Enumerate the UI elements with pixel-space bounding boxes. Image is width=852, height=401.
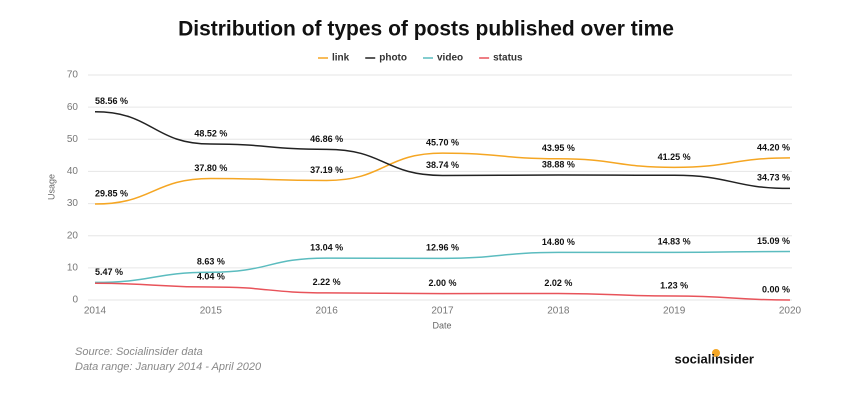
- data-label: 14.80 %: [542, 237, 575, 247]
- data-label: 2.22 %: [313, 277, 341, 287]
- x-tick-label: 2018: [547, 306, 570, 317]
- data-label: 58.56 %: [95, 96, 128, 106]
- data-label: 38.74 %: [426, 160, 459, 170]
- data-label: 15.09 %: [757, 236, 790, 246]
- data-label: 41.25 %: [658, 152, 691, 162]
- data-label: 37.80 %: [194, 163, 227, 173]
- source-note: Source: Socialinsider data: [75, 346, 203, 358]
- y-tick-label: 60: [67, 102, 79, 113]
- x-axis-label: Date: [432, 320, 451, 330]
- data-label: 34.73 %: [757, 173, 790, 183]
- data-label: 43.95 %: [542, 143, 575, 153]
- data-label: 8.63 %: [197, 257, 225, 267]
- series-line: [94, 152, 791, 205]
- data-label: 5.47 %: [95, 267, 123, 277]
- chart-title: Distribution of types of posts published…: [178, 18, 674, 41]
- x-tick-label: 2020: [779, 306, 802, 317]
- series-line: [94, 282, 791, 301]
- data-label: 29.85 %: [95, 188, 128, 198]
- data-label: 1.23 %: [660, 280, 688, 290]
- y-axis-label: Usage: [46, 174, 56, 200]
- brand-icon: [712, 349, 720, 357]
- series-line: [94, 111, 791, 190]
- x-tick-label: 2017: [431, 306, 454, 317]
- data-label: 2.02 %: [544, 278, 572, 288]
- data-label: 4.04 %: [197, 271, 225, 281]
- legend-label: link: [332, 53, 350, 64]
- y-tick-label: 30: [67, 198, 79, 209]
- data-label: 13.04 %: [310, 242, 343, 252]
- data-label: 2.00 %: [428, 278, 456, 288]
- legend-label: video: [437, 53, 463, 64]
- x-tick-label: 2016: [316, 306, 339, 317]
- data-label: 48.52 %: [194, 128, 227, 138]
- x-tick-label: 2019: [663, 306, 686, 317]
- series-line: [94, 250, 791, 284]
- data-label: 14.83 %: [658, 237, 691, 247]
- legend-label: status: [493, 53, 523, 64]
- data-label: 37.19 %: [310, 165, 343, 175]
- y-tick-label: 50: [67, 134, 79, 145]
- data-range-note: Data range: January 2014 - April 2020: [75, 361, 262, 373]
- y-tick-label: 70: [67, 70, 79, 81]
- data-label: 12.96 %: [426, 243, 459, 253]
- legend-label: photo: [379, 53, 407, 64]
- data-label: 46.86 %: [310, 134, 343, 144]
- data-label: 44.20 %: [757, 142, 790, 152]
- data-label: 38.88 %: [542, 159, 575, 169]
- x-tick-label: 2015: [200, 306, 223, 317]
- data-label: 0.00 %: [762, 284, 790, 294]
- y-tick-label: 20: [67, 230, 79, 241]
- brand-logo: socialinsider: [675, 351, 754, 366]
- data-label: 45.70 %: [426, 137, 459, 147]
- y-tick-label: 10: [67, 262, 79, 273]
- y-tick-label: 40: [67, 166, 79, 177]
- x-tick-label: 2014: [84, 306, 107, 317]
- y-tick-label: 0: [72, 295, 78, 306]
